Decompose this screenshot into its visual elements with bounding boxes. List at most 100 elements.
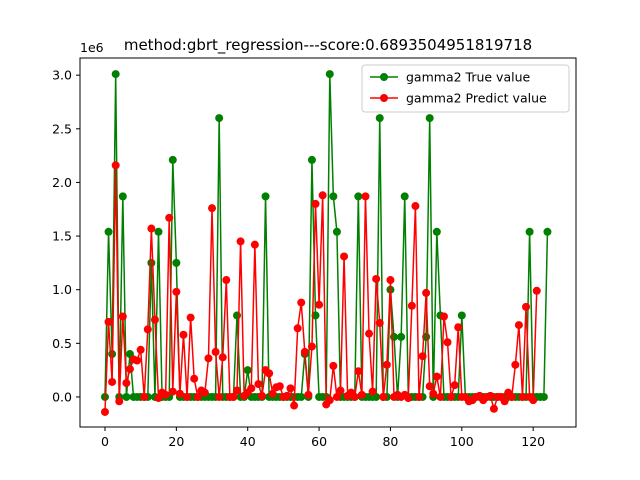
data-point	[222, 276, 231, 285]
legend-label: gamma2 Predict value	[406, 91, 547, 106]
data-point	[329, 192, 338, 201]
data-point	[304, 390, 313, 399]
data-point	[161, 390, 170, 399]
data-point	[332, 392, 341, 401]
data-point	[293, 324, 302, 333]
data-point	[529, 396, 538, 405]
data-point	[118, 192, 127, 201]
data-point	[122, 379, 131, 388]
plot-area: 0 20 40 60 80 100 120 0.0 0.5 1.0 1.5 2.0 2.5 3.0	[52, 57, 577, 449]
data-point	[432, 372, 441, 381]
data-point	[318, 191, 327, 200]
data-point	[518, 392, 527, 401]
legend-label: gamma2 True value	[406, 70, 531, 85]
data-point	[247, 384, 256, 393]
data-point	[190, 374, 199, 383]
data-point	[418, 352, 427, 361]
data-point	[397, 332, 406, 341]
data-point	[425, 382, 434, 391]
data-point	[404, 394, 413, 403]
data-point	[489, 404, 498, 413]
data-point	[507, 392, 516, 401]
data-point	[368, 387, 377, 396]
data-point	[311, 199, 320, 208]
data-point	[390, 332, 399, 341]
data-point	[329, 361, 338, 370]
data-point	[414, 392, 423, 401]
data-point	[357, 390, 366, 399]
data-point	[290, 401, 299, 410]
data-point	[539, 392, 548, 401]
data-point	[500, 397, 509, 406]
data-point	[361, 192, 370, 201]
data-point	[111, 161, 120, 170]
x-tick-label: 120	[521, 434, 545, 449]
data-point	[315, 300, 324, 309]
data-point	[111, 70, 120, 79]
data-point	[208, 204, 217, 213]
data-point	[543, 227, 552, 236]
y-tick-label: 3.0	[52, 68, 72, 83]
data-point	[365, 329, 374, 338]
legend-box	[361, 64, 570, 113]
legend: gamma2 True value gamma2 Predict value	[361, 64, 570, 113]
data-point	[211, 347, 220, 356]
data-point	[282, 391, 291, 400]
data-point	[525, 227, 534, 236]
data-point	[172, 258, 181, 267]
y-tick-label: 2.0	[52, 175, 72, 190]
data-point	[172, 287, 181, 296]
data-point	[143, 325, 152, 334]
data-point	[325, 396, 334, 405]
data-point	[454, 323, 463, 332]
data-point	[286, 384, 295, 393]
data-point	[425, 114, 434, 123]
data-point	[175, 389, 184, 398]
data-point	[443, 338, 452, 347]
data-point	[486, 391, 495, 400]
y-offset-label: 1e6	[80, 40, 104, 55]
data-point	[354, 367, 363, 376]
data-point	[183, 392, 192, 401]
data-point	[375, 114, 384, 123]
data-point	[104, 317, 113, 326]
data-point	[457, 311, 466, 320]
data-point	[140, 392, 149, 401]
data-point	[150, 315, 159, 324]
data-point	[104, 227, 113, 236]
data-point	[297, 392, 306, 401]
data-point	[233, 311, 242, 320]
data-point	[147, 224, 156, 233]
data-point	[125, 365, 134, 374]
data-point	[136, 345, 145, 354]
x-tick-label: 0	[101, 434, 109, 449]
data-point	[275, 382, 284, 391]
data-point	[336, 386, 345, 395]
data-point	[379, 392, 388, 401]
data-point	[422, 288, 431, 297]
data-point	[325, 70, 334, 79]
data-point	[307, 342, 316, 351]
data-point	[429, 389, 438, 398]
data-point	[268, 389, 277, 398]
data-point	[168, 387, 177, 396]
data-point	[439, 312, 448, 321]
data-point	[165, 213, 174, 222]
data-point	[332, 227, 341, 236]
data-point	[372, 274, 381, 283]
data-point	[375, 318, 384, 327]
y-tick-label: 0.5	[52, 336, 72, 351]
data-point	[200, 388, 209, 397]
chart-title: method:gbrt_regression---score:0.6893504…	[124, 36, 532, 55]
data-point	[511, 360, 520, 369]
x-tick-label: 20	[168, 434, 184, 449]
data-point	[354, 192, 363, 201]
data-point	[100, 407, 109, 416]
y-tick-label: 1.0	[52, 282, 72, 297]
legend-marker	[380, 94, 388, 102]
data-point	[122, 392, 131, 401]
x-tick-label: 80	[382, 434, 398, 449]
y-tick-label: 1.5	[52, 229, 72, 244]
data-point	[447, 392, 456, 401]
